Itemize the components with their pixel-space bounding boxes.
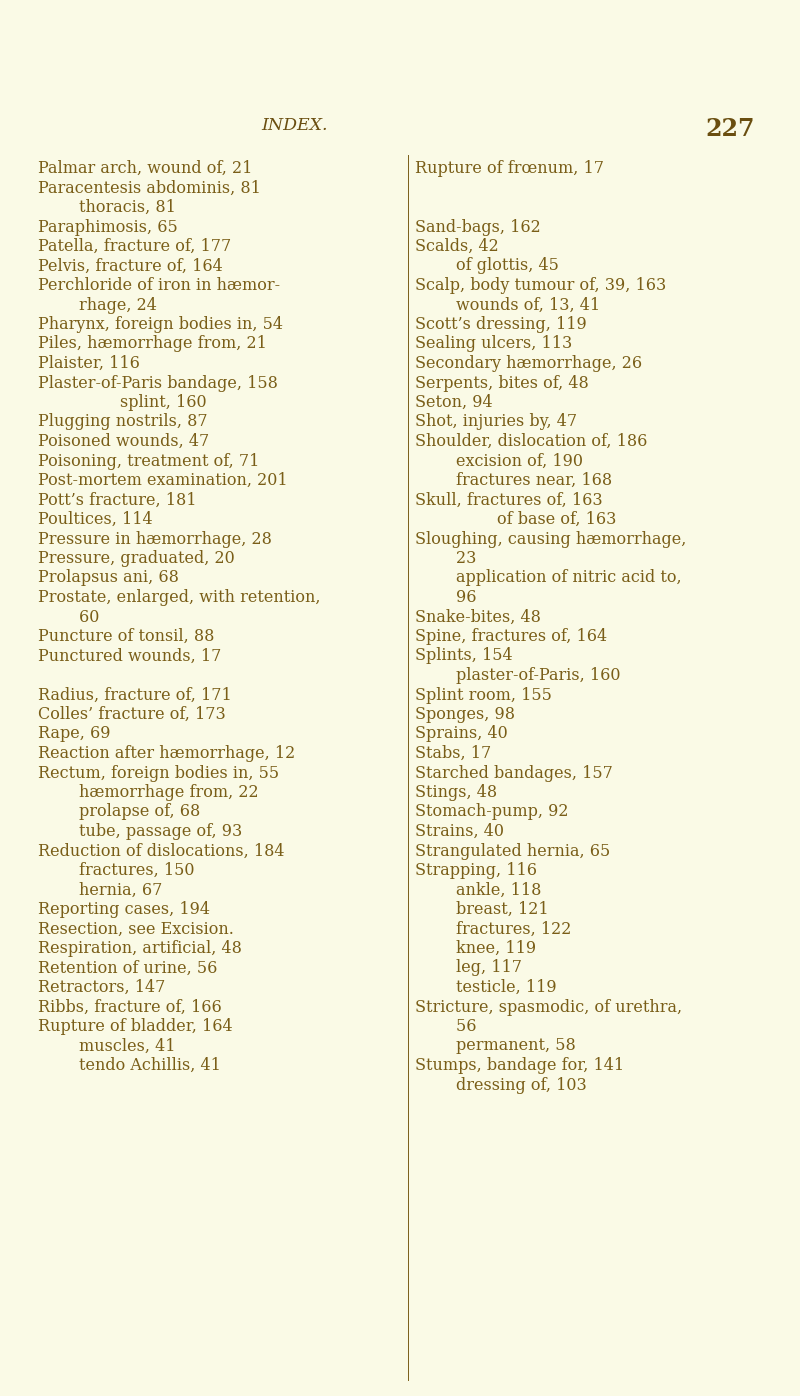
Text: splint, 160: splint, 160 bbox=[38, 394, 206, 410]
Text: muscles, 41: muscles, 41 bbox=[38, 1037, 175, 1054]
Text: tube, passage of, 93: tube, passage of, 93 bbox=[38, 824, 242, 840]
Text: Stomach-pump, 92: Stomach-pump, 92 bbox=[415, 804, 569, 821]
Text: Poultices, 114: Poultices, 114 bbox=[38, 511, 153, 528]
Text: Rape, 69: Rape, 69 bbox=[38, 726, 110, 743]
Text: Prostate, enlarged, with retention,: Prostate, enlarged, with retention, bbox=[38, 589, 321, 606]
Text: Seton, 94: Seton, 94 bbox=[415, 394, 493, 410]
Text: Pressure in hæmorrhage, 28: Pressure in hæmorrhage, 28 bbox=[38, 530, 272, 547]
Text: prolapse of, 68: prolapse of, 68 bbox=[38, 804, 200, 821]
Text: Splint room, 155: Splint room, 155 bbox=[415, 687, 552, 704]
Text: Spine, fractures of, 164: Spine, fractures of, 164 bbox=[415, 628, 607, 645]
Text: plaster-of-Paris, 160: plaster-of-Paris, 160 bbox=[415, 667, 621, 684]
Text: ankle, 118: ankle, 118 bbox=[415, 881, 542, 899]
Text: Plugging nostrils, 87: Plugging nostrils, 87 bbox=[38, 413, 208, 430]
Text: Radius, fracture of, 171: Radius, fracture of, 171 bbox=[38, 687, 232, 704]
Text: Pressure, graduated, 20: Pressure, graduated, 20 bbox=[38, 550, 234, 567]
Text: Stings, 48: Stings, 48 bbox=[415, 785, 497, 801]
Text: Paraphimosis, 65: Paraphimosis, 65 bbox=[38, 219, 178, 236]
Text: Strangulated hernia, 65: Strangulated hernia, 65 bbox=[415, 843, 610, 860]
Text: wounds of, 13, 41: wounds of, 13, 41 bbox=[415, 296, 600, 314]
Text: dressing of, 103: dressing of, 103 bbox=[415, 1076, 586, 1093]
Text: Strapping, 116: Strapping, 116 bbox=[415, 861, 537, 879]
Text: thoracis, 81: thoracis, 81 bbox=[38, 200, 176, 216]
Text: Shoulder, dislocation of, 186: Shoulder, dislocation of, 186 bbox=[415, 433, 647, 450]
Text: Patella, fracture of, 177: Patella, fracture of, 177 bbox=[38, 237, 231, 255]
Text: Scott’s dressing, 119: Scott’s dressing, 119 bbox=[415, 315, 586, 334]
Text: excision of, 190: excision of, 190 bbox=[415, 452, 583, 469]
Text: Colles’ fracture of, 173: Colles’ fracture of, 173 bbox=[38, 706, 226, 723]
Text: Resection, see Excision.: Resection, see Excision. bbox=[38, 920, 234, 938]
Text: fractures, 122: fractures, 122 bbox=[415, 920, 571, 938]
Text: Sponges, 98: Sponges, 98 bbox=[415, 706, 515, 723]
Text: Sand-bags, 162: Sand-bags, 162 bbox=[415, 219, 541, 236]
Text: hæmorrhage from, 22: hæmorrhage from, 22 bbox=[38, 785, 258, 801]
Text: of glottis, 45: of glottis, 45 bbox=[415, 257, 559, 275]
Text: Splints, 154: Splints, 154 bbox=[415, 648, 513, 664]
Text: Reaction after hæmorrhage, 12: Reaction after hæmorrhage, 12 bbox=[38, 745, 295, 762]
Text: Punctured wounds, 17: Punctured wounds, 17 bbox=[38, 648, 222, 664]
Text: Rupture of bladder, 164: Rupture of bladder, 164 bbox=[38, 1018, 233, 1034]
Text: Reduction of dislocations, 184: Reduction of dislocations, 184 bbox=[38, 843, 285, 860]
Text: knee, 119: knee, 119 bbox=[415, 940, 536, 958]
Text: Snake-bites, 48: Snake-bites, 48 bbox=[415, 609, 541, 625]
Text: Pott’s fracture, 181: Pott’s fracture, 181 bbox=[38, 491, 197, 508]
Text: Shot, injuries by, 47: Shot, injuries by, 47 bbox=[415, 413, 577, 430]
Text: Rupture of frœnum, 17: Rupture of frœnum, 17 bbox=[415, 161, 604, 177]
Text: Rectum, foreign bodies in, 55: Rectum, foreign bodies in, 55 bbox=[38, 765, 279, 782]
Text: 96: 96 bbox=[415, 589, 477, 606]
Text: Stabs, 17: Stabs, 17 bbox=[415, 745, 491, 762]
Text: Retractors, 147: Retractors, 147 bbox=[38, 979, 166, 995]
Text: Pelvis, fracture of, 164: Pelvis, fracture of, 164 bbox=[38, 257, 222, 275]
Text: Stumps, bandage for, 141: Stumps, bandage for, 141 bbox=[415, 1057, 624, 1074]
Text: Sloughing, causing hæmorrhage,: Sloughing, causing hæmorrhage, bbox=[415, 530, 686, 547]
Text: of base of, 163: of base of, 163 bbox=[415, 511, 616, 528]
Text: breast, 121: breast, 121 bbox=[415, 900, 549, 919]
Text: Starched bandages, 157: Starched bandages, 157 bbox=[415, 765, 613, 782]
Text: Secondary hæmorrhage, 26: Secondary hæmorrhage, 26 bbox=[415, 355, 642, 371]
Text: 60: 60 bbox=[38, 609, 99, 625]
Text: Sealing ulcers, 113: Sealing ulcers, 113 bbox=[415, 335, 572, 353]
Text: 56: 56 bbox=[415, 1018, 477, 1034]
Text: Perchloride of iron in hæmor-: Perchloride of iron in hæmor- bbox=[38, 276, 280, 295]
Text: 23: 23 bbox=[415, 550, 476, 567]
Text: Paracentesis abdominis, 81: Paracentesis abdominis, 81 bbox=[38, 180, 261, 197]
Text: Sprains, 40: Sprains, 40 bbox=[415, 726, 508, 743]
Text: INDEX.: INDEX. bbox=[262, 117, 328, 134]
Text: Poisoning, treatment of, 71: Poisoning, treatment of, 71 bbox=[38, 452, 259, 469]
Text: Scalds, 42: Scalds, 42 bbox=[415, 237, 498, 255]
Text: Skull, fractures of, 163: Skull, fractures of, 163 bbox=[415, 491, 602, 508]
Text: Post-mortem examination, 201: Post-mortem examination, 201 bbox=[38, 472, 288, 489]
Text: application of nitric acid to,: application of nitric acid to, bbox=[415, 570, 682, 586]
Text: Ribbs, fracture of, 166: Ribbs, fracture of, 166 bbox=[38, 998, 222, 1015]
Text: fractures, 150: fractures, 150 bbox=[38, 861, 194, 879]
Text: Poisoned wounds, 47: Poisoned wounds, 47 bbox=[38, 433, 210, 450]
Text: tendo Achillis, 41: tendo Achillis, 41 bbox=[38, 1057, 221, 1074]
Text: Prolapsus ani, 68: Prolapsus ani, 68 bbox=[38, 570, 179, 586]
Text: leg, 117: leg, 117 bbox=[415, 959, 522, 976]
Text: hernia, 67: hernia, 67 bbox=[38, 881, 162, 899]
Text: testicle, 119: testicle, 119 bbox=[415, 979, 557, 995]
Text: Reporting cases, 194: Reporting cases, 194 bbox=[38, 900, 210, 919]
Text: Plaster-of-Paris bandage, 158: Plaster-of-Paris bandage, 158 bbox=[38, 374, 278, 391]
Text: Strains, 40: Strains, 40 bbox=[415, 824, 504, 840]
Text: Stricture, spasmodic, of urethra,: Stricture, spasmodic, of urethra, bbox=[415, 998, 682, 1015]
Text: Scalp, body tumour of, 39, 163: Scalp, body tumour of, 39, 163 bbox=[415, 276, 666, 295]
Text: fractures near, 168: fractures near, 168 bbox=[415, 472, 612, 489]
Text: Plaister, 116: Plaister, 116 bbox=[38, 355, 140, 371]
Text: Puncture of tonsil, 88: Puncture of tonsil, 88 bbox=[38, 628, 214, 645]
Text: Retention of urine, 56: Retention of urine, 56 bbox=[38, 959, 218, 976]
Text: Palmar arch, wound of, 21: Palmar arch, wound of, 21 bbox=[38, 161, 252, 177]
Text: rhage, 24: rhage, 24 bbox=[38, 296, 157, 314]
Text: Serpents, bites of, 48: Serpents, bites of, 48 bbox=[415, 374, 589, 391]
Text: Respiration, artificial, 48: Respiration, artificial, 48 bbox=[38, 940, 242, 958]
Text: Pharynx, foreign bodies in, 54: Pharynx, foreign bodies in, 54 bbox=[38, 315, 283, 334]
Text: permanent, 58: permanent, 58 bbox=[415, 1037, 576, 1054]
Text: 227: 227 bbox=[706, 117, 755, 141]
Text: Piles, hæmorrhage from, 21: Piles, hæmorrhage from, 21 bbox=[38, 335, 267, 353]
